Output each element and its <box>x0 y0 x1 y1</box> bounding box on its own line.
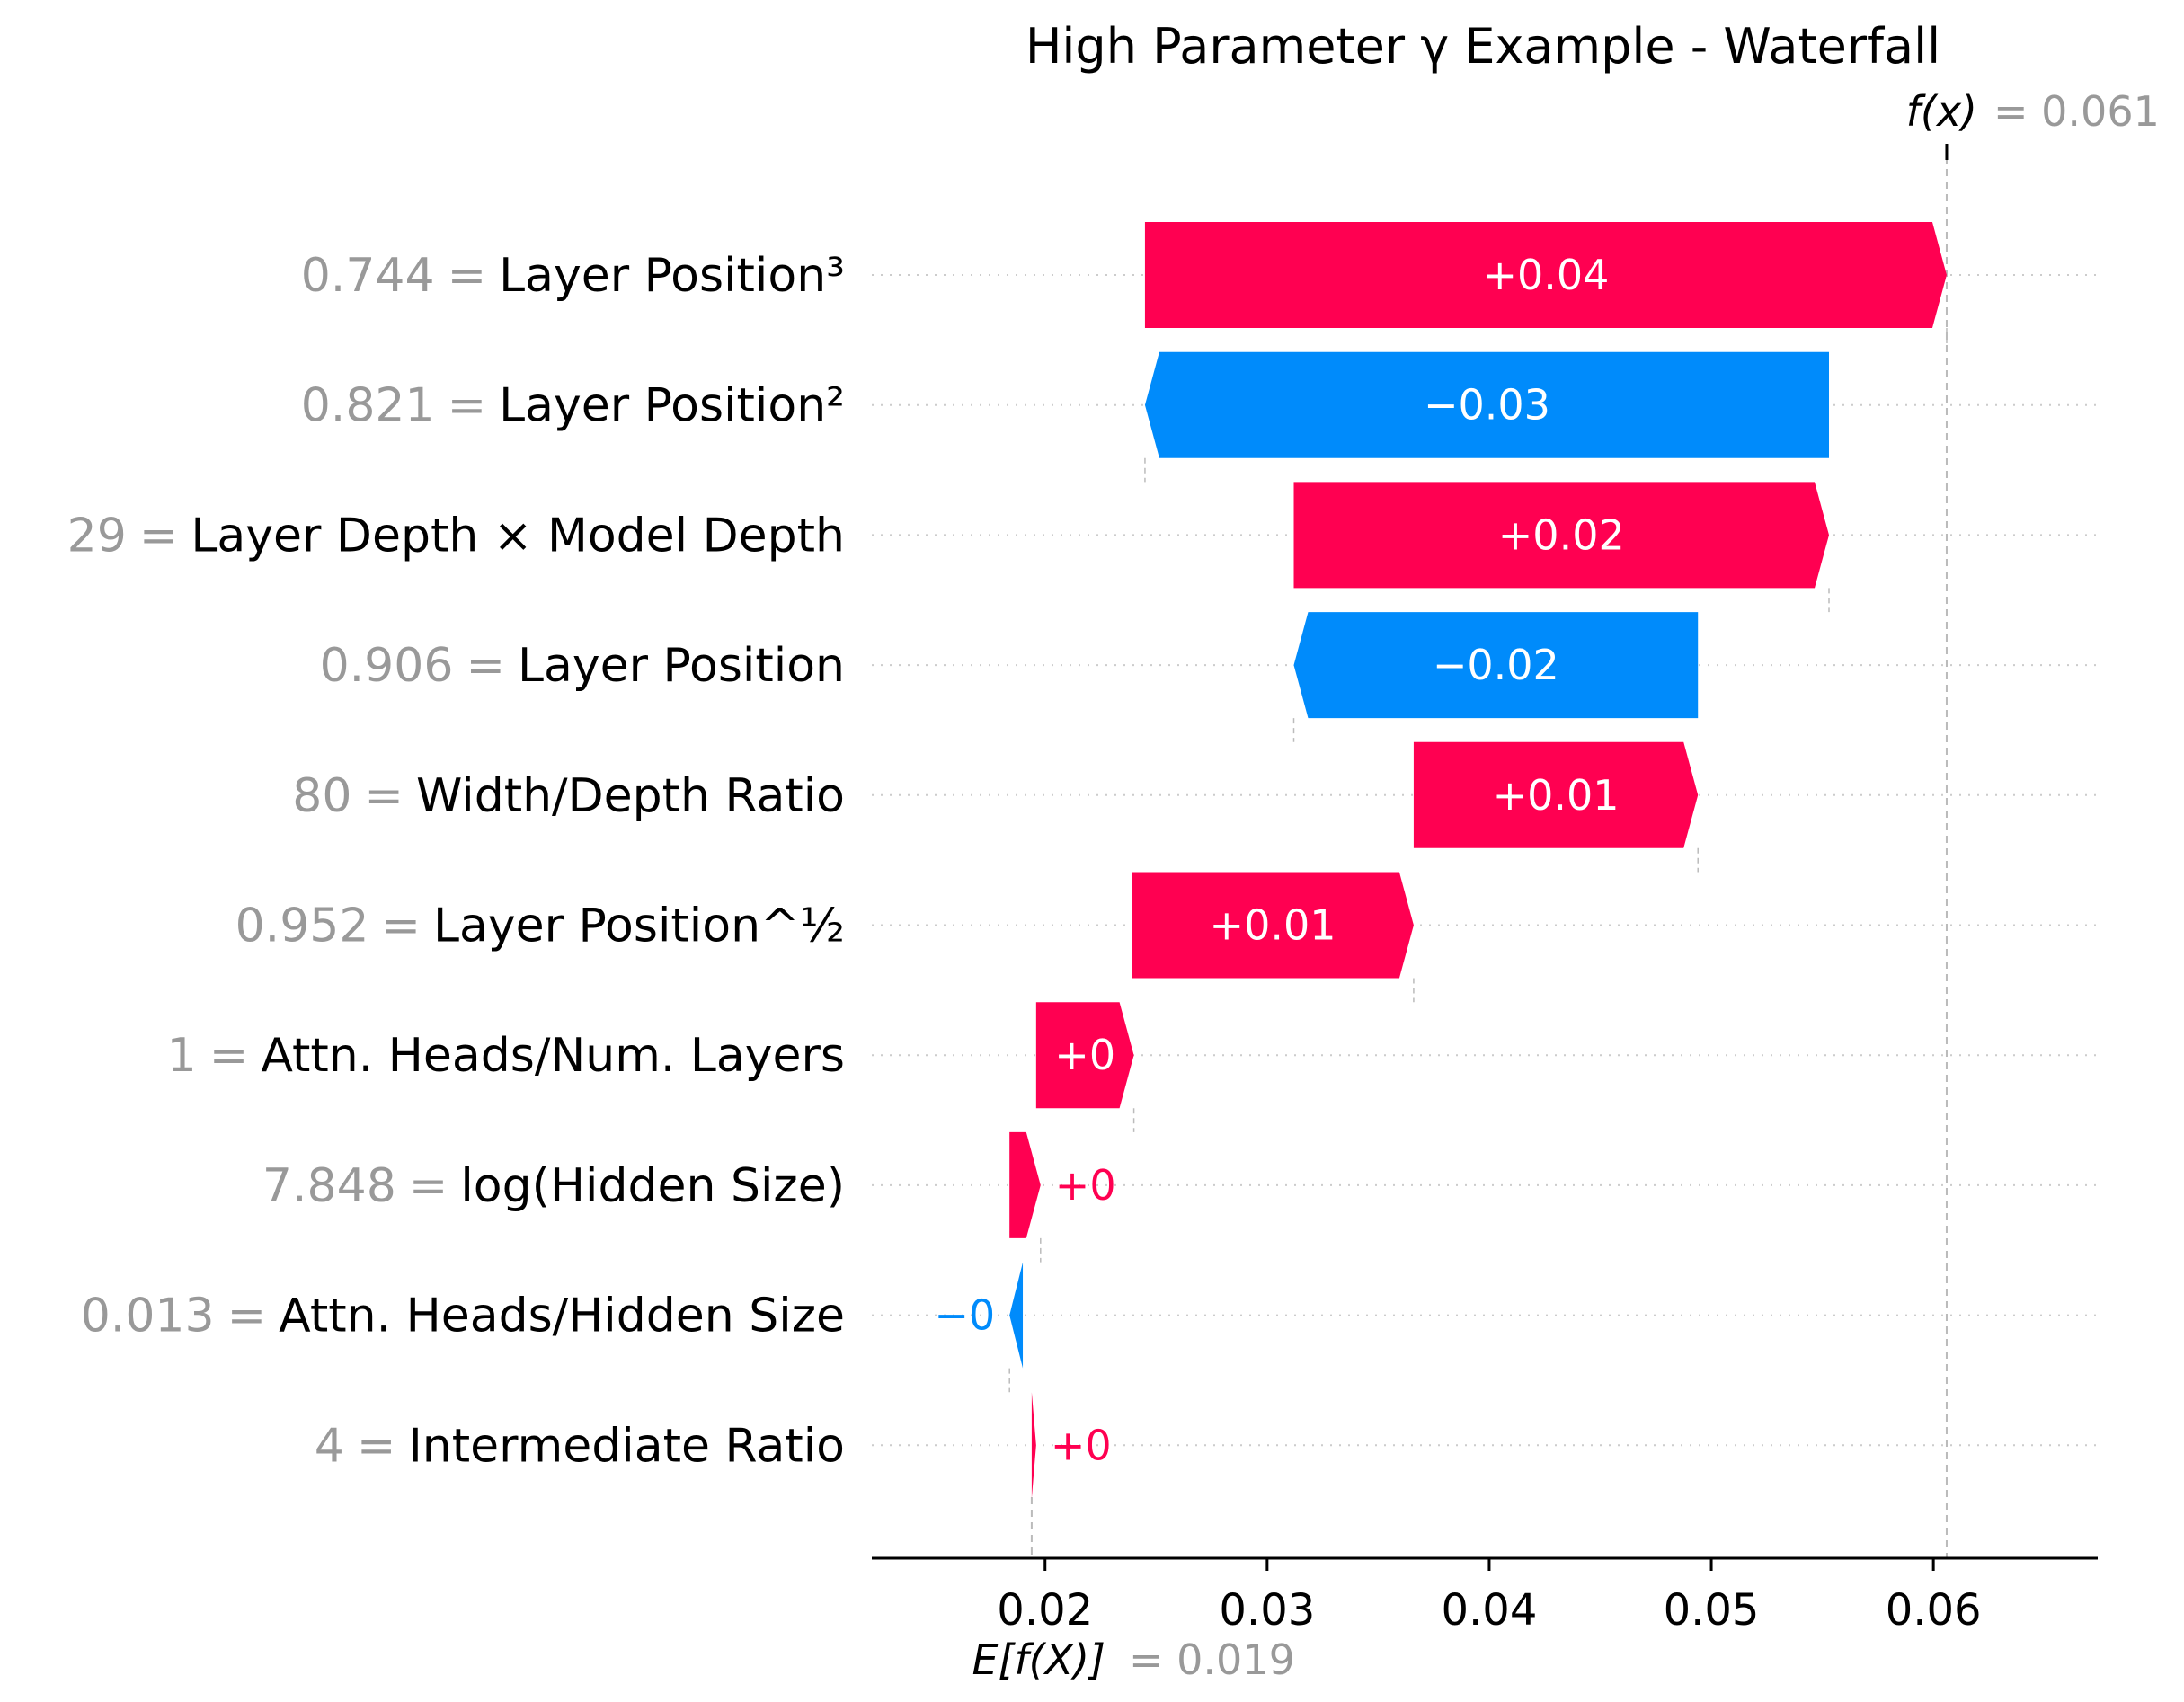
feature-value: 0.013 <box>81 1290 215 1343</box>
feature-equals: = <box>364 769 404 823</box>
bar-positive <box>1132 872 1414 979</box>
feature-name: Attn. Heads/Num. Layers <box>261 1029 845 1083</box>
feature-value: 0.821 <box>301 379 435 433</box>
feature-label: 4 = Intermediate Ratio <box>315 1419 845 1473</box>
feature-equals: = <box>381 900 421 953</box>
bar-positive <box>1035 1002 1134 1109</box>
x-tick-label: 0.06 <box>1886 1585 1982 1636</box>
bar-positive <box>1144 222 1947 328</box>
feature-name: Layer Position <box>518 639 845 693</box>
bar-value-label: −0.02 <box>1433 641 1559 689</box>
bar-value-label: +0 <box>1055 1161 1116 1210</box>
bar-value-label: +0 <box>1054 1031 1115 1079</box>
bar-value-label: +0 <box>1051 1421 1112 1469</box>
bar-positive <box>1009 1131 1041 1238</box>
feature-label: 7.848 = log(Hidden Size) <box>262 1159 845 1213</box>
feature-name: Width/Depth Ratio <box>416 769 845 823</box>
feature-equals: = <box>139 509 179 563</box>
feature-label: 0.013 = Attn. Heads/Hidden Size <box>81 1290 845 1343</box>
ex-value: = 0.019 <box>1129 1636 1295 1684</box>
feature-name: Intermediate Ratio <box>408 1419 845 1473</box>
x-tick-label: 0.05 <box>1664 1585 1760 1636</box>
bar-positive <box>1293 482 1830 589</box>
feature-equals: = <box>357 1419 396 1473</box>
feature-equals: = <box>448 379 487 433</box>
fx-annotation: f(x) = 0.061 <box>1906 87 2160 136</box>
feature-equals: = <box>466 639 505 693</box>
x-axis-ticks: 0.02 0.03 0.04 0.05 0.06 <box>997 1558 1982 1636</box>
bar-positive <box>1031 1392 1036 1499</box>
feature-name: log(Hidden Size) <box>460 1159 845 1213</box>
ex-annotation: E[f(X)] = 0.019 <box>972 1636 1294 1684</box>
feature-name: Layer Position² <box>499 379 845 433</box>
bar-value-label: −0.03 <box>1424 381 1550 430</box>
feature-equals: = <box>409 1159 448 1213</box>
bars <box>1009 222 1947 1499</box>
feature-labels: 0.744 = Layer Position³ +0.040.821 = Layer Po… <box>67 249 1625 1473</box>
feature-value: 7.848 <box>262 1159 396 1213</box>
feature-equals: = <box>227 1290 267 1343</box>
x-tick-label: 0.04 <box>1442 1585 1538 1636</box>
feature-name: Layer Position^½ <box>433 900 845 953</box>
x-axis: 0.02 0.03 0.04 0.05 0.06 <box>872 1556 2098 1636</box>
bar-value-label: +0.04 <box>1482 251 1609 299</box>
feature-value: 4 <box>315 1419 344 1473</box>
feature-label: 0.952 = Layer Position^½ <box>235 900 845 953</box>
feature-value: 1 <box>167 1029 197 1083</box>
bar-negative <box>1144 351 1830 458</box>
feature-value: 0.744 <box>301 249 435 303</box>
bar-negative <box>1293 612 1699 719</box>
fx-value: = 0.061 <box>1993 87 2160 136</box>
bar-negative <box>1009 1262 1024 1369</box>
feature-value: 29 <box>67 509 127 563</box>
bar-value-label: +0.02 <box>1498 510 1625 559</box>
feature-equals: = <box>209 1029 249 1083</box>
feature-name: Attn. Heads/Hidden Size <box>279 1290 845 1343</box>
feature-label: 0.906 = Layer Position <box>320 639 845 693</box>
feature-equals: = <box>448 249 487 303</box>
bar-positive <box>1413 741 1699 848</box>
connectors <box>1008 328 1948 1393</box>
feature-label: 0.744 = Layer Position³ <box>301 249 845 303</box>
feature-label: 0.821 = Layer Position² <box>301 379 845 433</box>
ex-label: E[f(X)] <box>972 1636 1105 1684</box>
bar-value-label: +0.01 <box>1210 901 1336 950</box>
feature-value: 0.952 <box>235 900 369 953</box>
feature-value: 80 <box>292 769 351 823</box>
x-tick-label: 0.03 <box>1219 1585 1315 1636</box>
x-tick-label: 0.02 <box>997 1585 1093 1636</box>
chart-title: High Parameter γ Example - Waterfall <box>1025 18 1940 75</box>
fx-label: f(x) <box>1906 87 1977 136</box>
feature-label: 80 = Width/Depth Ratio <box>292 769 845 823</box>
bar-value-label: +0.01 <box>1493 771 1620 820</box>
feature-label: 29 = Layer Depth × Model Depth <box>67 509 845 563</box>
feature-name: Layer Position³ <box>499 249 845 303</box>
bar-value-label: −0 <box>934 1291 995 1340</box>
feature-name: Layer Depth × Model Depth <box>191 509 845 563</box>
feature-value: 0.906 <box>320 639 454 693</box>
feature-label: 1 = Attn. Heads/Num. Layers <box>167 1029 845 1083</box>
